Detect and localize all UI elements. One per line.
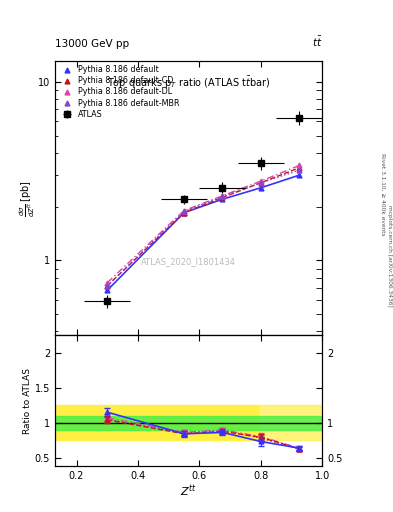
Pythia 8.186 default (182, 209, 186, 216)
Bar (55, 405, 258, 440)
Text: Rivet 3.1.10, ≥ 400k events: Rivet 3.1.10, ≥ 400k events (381, 153, 386, 236)
Text: ATLAS_2020_I1801434: ATLAS_2020_I1801434 (141, 257, 236, 266)
Text: Top quarks p$_T$ ratio (ATLAS t$\bar{t}$bar): Top quarks p$_T$ ratio (ATLAS t$\bar{t}$… (107, 75, 270, 91)
Pythia 8.186 default (105, 287, 110, 293)
Y-axis label: Ratio to ATLAS: Ratio to ATLAS (23, 368, 32, 434)
Pythia 8.186 default-MBR (105, 283, 110, 289)
Pythia 8.186 default-CD (220, 195, 225, 201)
Pythia 8.186 default-DL (297, 162, 301, 168)
Line: Pythia 8.186 default-CD: Pythia 8.186 default-CD (105, 165, 302, 288)
Text: $t\bar{t}$: $t\bar{t}$ (312, 34, 322, 49)
Pythia 8.186 default-CD (297, 165, 301, 171)
Pythia 8.186 default (259, 185, 263, 191)
Pythia 8.186 default-MBR (220, 194, 225, 200)
Pythia 8.186 default-DL (259, 178, 263, 184)
Line: Pythia 8.186 default-DL: Pythia 8.186 default-DL (105, 163, 302, 285)
Pythia 8.186 default-MBR (182, 208, 186, 215)
Pythia 8.186 default-DL (220, 193, 225, 199)
Pythia 8.186 default-MBR (297, 167, 301, 173)
Pythia 8.186 default (220, 196, 225, 202)
Pythia 8.186 default-DL (182, 207, 186, 214)
Pythia 8.186 default-DL (105, 280, 110, 286)
Pythia 8.186 default-MBR (259, 180, 263, 186)
Legend: Pythia 8.186 default, Pythia 8.186 default-CD, Pythia 8.186 default-DL, Pythia 8: Pythia 8.186 default, Pythia 8.186 defau… (57, 64, 182, 120)
Bar (55, 416, 322, 430)
Bar (258, 405, 322, 440)
Line: Pythia 8.186 default: Pythia 8.186 default (105, 173, 302, 293)
Y-axis label: $\frac{d\sigma}{dZ^{tt\!\!\!\!\!/}}$ [pb]: $\frac{d\sigma}{dZ^{tt\!\!\!\!\!/}}$ [pb… (17, 180, 37, 217)
Line: Pythia 8.186 default-MBR: Pythia 8.186 default-MBR (105, 168, 302, 288)
Text: 13000 GeV pp: 13000 GeV pp (55, 38, 129, 49)
Text: mcplots.cern.ch [arXiv:1306.3436]: mcplots.cern.ch [arXiv:1306.3436] (387, 205, 391, 307)
X-axis label: $Z^{tt}$: $Z^{tt}$ (180, 483, 197, 499)
Pythia 8.186 default (297, 172, 301, 178)
Pythia 8.186 default-CD (259, 180, 263, 186)
Pythia 8.186 default-CD (182, 209, 186, 216)
Pythia 8.186 default-CD (105, 283, 110, 289)
